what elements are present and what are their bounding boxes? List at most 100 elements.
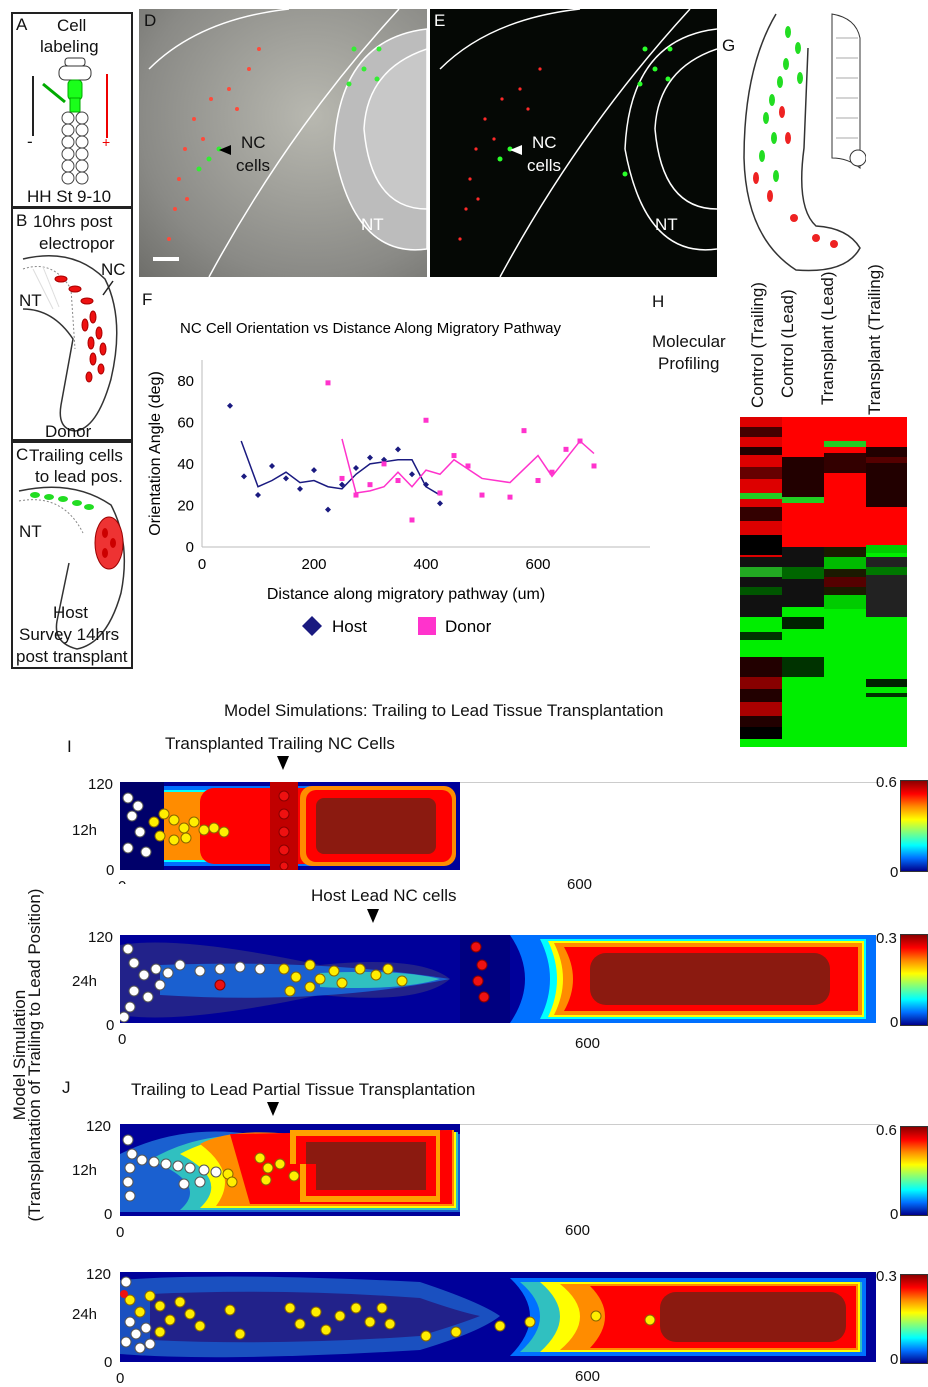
panel-a-title-line2: labeling — [40, 37, 99, 56]
sim-x-600: 600 — [565, 1222, 591, 1239]
panel-j-letter: J — [62, 1078, 71, 1097]
colorbar-max: 0.3 — [876, 1268, 897, 1285]
data-point-donor — [325, 380, 331, 386]
panel-d-nc-line2: cells — [236, 156, 271, 175]
simulation-j-24h: 120 24h 0 0 — [70, 1266, 928, 1387]
panel-e-nt: NT — [655, 215, 678, 234]
data-point-donor — [563, 446, 569, 452]
sim-j-24h-field — [120, 1272, 876, 1362]
simulation-j-12h: 120 12h 0 0 — [70, 1118, 928, 1242]
heatmap-column-labels: Control (Trailing) Control (Lead) Transp… — [740, 250, 920, 420]
panel-e-image — [439, 9, 717, 277]
data-point-host — [381, 456, 387, 463]
panel-d-nc-line1: NC — [241, 133, 266, 152]
sim-i-12h-field — [120, 782, 880, 870]
colorbar-i-12h — [900, 780, 928, 872]
donor-label: Donor — [45, 422, 92, 441]
panel-f-letter: F — [142, 290, 153, 309]
sim-time: 24h — [72, 973, 98, 990]
data-point-donor — [465, 463, 471, 469]
sim-y-bottom: 0 — [104, 1206, 113, 1223]
data-point-donor — [577, 438, 583, 444]
sim-y-top: 120 — [86, 1266, 112, 1283]
x-tick-label: 600 — [525, 556, 550, 573]
trend-line-host — [240, 440, 441, 496]
panel-d-micrograph: D NC cells NT — [139, 9, 427, 277]
data-point-host — [283, 475, 289, 482]
heatmap-col-label: Transplant (Lead) — [818, 271, 837, 405]
partial-transplant-arrow-label: Trailing to Lead Partial Tissue Transpla… — [131, 1080, 476, 1099]
y-tick-label: 60 — [177, 414, 194, 431]
simulation-i-24h: 120 24h 0 0 — [70, 929, 928, 1045]
panel-c-title-line1: Trailing cells — [29, 446, 123, 465]
survey-line2: post transplant — [16, 647, 128, 666]
data-point-host — [311, 467, 317, 474]
data-point-host — [367, 454, 373, 461]
transplanted-arrow-label: Transplanted Trailing NC Cells — [165, 734, 395, 753]
sim-i-24h-field — [120, 935, 876, 1023]
colorbar-j-24h — [900, 1274, 928, 1364]
heatmap-col-label: Transplant (Trailing) — [865, 264, 884, 415]
data-point-host — [409, 471, 415, 478]
data-point-donor — [395, 478, 401, 484]
model-simulations-title: Model Simulations: Trailing to Lead Tiss… — [224, 701, 664, 720]
molecular-profiling-line1: Molecular — [652, 332, 726, 351]
data-point-host — [395, 446, 401, 453]
legend-label: Host — [332, 617, 367, 636]
x-tick-label: 200 — [301, 556, 326, 573]
panel-e-letter: E — [434, 11, 446, 30]
data-point-donor — [521, 428, 527, 434]
colorbar-max: 0.6 — [876, 774, 897, 791]
molecular-profiling-line2: Profiling — [658, 354, 720, 373]
heatmap-col-3 — [824, 441, 866, 609]
simulation-i-12h: 120 12h 0 0 — [70, 776, 928, 884]
heatmap — [740, 417, 907, 747]
nt-label-b: NT — [19, 291, 42, 310]
heatmap-col-2 — [782, 417, 824, 677]
heatmap-col-label: Control (Trailing) — [748, 282, 767, 408]
sim-j-12h-field — [120, 1124, 880, 1216]
colorbar-j-12h — [900, 1126, 928, 1216]
data-point-host — [423, 481, 429, 488]
x-tick-label: 400 — [413, 556, 438, 573]
panel-i-letter: I — [67, 737, 72, 756]
data-point-donor — [381, 461, 387, 467]
y-tick-label: 80 — [177, 373, 194, 390]
host-embryo-diagram — [18, 486, 126, 650]
data-point-host — [297, 485, 303, 492]
data-point-donor — [535, 478, 541, 484]
data-point-donor — [507, 494, 513, 500]
heatmap-col-4 — [866, 447, 907, 697]
data-point-host — [353, 465, 359, 472]
sim-x-0: 0 — [118, 878, 126, 884]
sim-y-top: 120 — [88, 929, 114, 946]
panel-d-image — [148, 9, 427, 277]
data-point-donor — [479, 492, 485, 498]
host-label: Host — [53, 603, 88, 622]
panel-g-diagram — [743, 13, 866, 272]
sim-x-600: 600 — [567, 876, 593, 893]
data-point-donor — [367, 482, 373, 488]
data-point-host — [269, 462, 275, 469]
data-point-host — [325, 506, 331, 513]
panel-b-title-line1: 10hrs post — [33, 212, 113, 231]
orientation-chart: NC Cell Orientation vs Distance Along Mi… — [147, 320, 650, 636]
panel-a-letter: A — [16, 15, 28, 34]
data-point-donor — [409, 517, 415, 523]
y-tick-label: 20 — [177, 497, 194, 514]
data-point-donor — [591, 463, 597, 469]
panel-d-letter: D — [144, 11, 157, 30]
panel-c-letter: C — [16, 445, 29, 464]
trend-line-donor — [341, 438, 595, 494]
sim-time: 12h — [72, 822, 98, 839]
panel-h-letter: H — [652, 292, 665, 311]
data-point-host — [339, 481, 345, 488]
panel-e-nc-line1: NC — [532, 133, 557, 152]
survey-line1: Survey 14hrs — [19, 625, 120, 644]
heatmap-col-label: Control (Lead) — [778, 289, 797, 398]
sim-x-0: 0 — [118, 1031, 127, 1045]
panel-a: A Cell labeling - + HH St 9-10 — [11, 12, 133, 208]
data-point-donor — [423, 417, 429, 423]
sim-x-0: 0 — [116, 1224, 125, 1241]
sim-y-bottom: 0 — [106, 1017, 115, 1034]
